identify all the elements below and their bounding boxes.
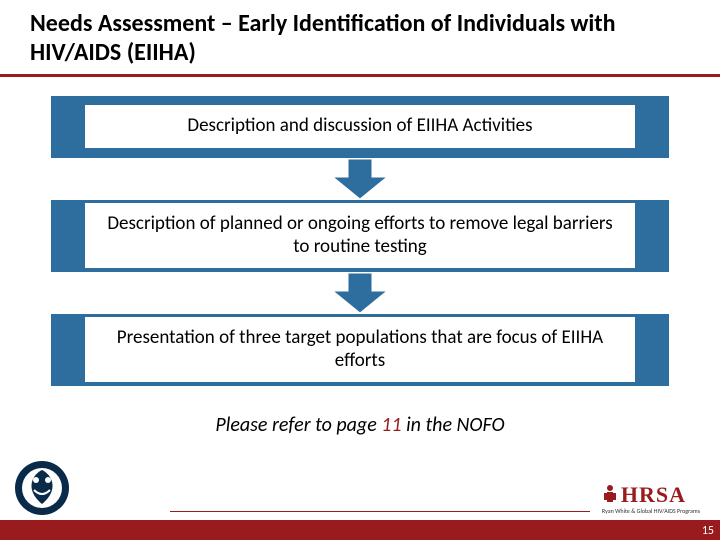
flow-box-2: Description of planned or ongoing effort… — [50, 199, 670, 273]
hrsa-label: HRSA — [621, 482, 686, 508]
footer-prefix: Please refer to page — [215, 413, 381, 437]
footer-suffix: in the NOFO — [402, 413, 505, 437]
hhs-logo — [14, 460, 70, 516]
footer-thin-line — [170, 511, 590, 513]
flow-arrow-2 — [50, 273, 670, 313]
person-icon — [602, 484, 618, 506]
flow-box-1: Description and discussion of EIIHA Acti… — [50, 95, 670, 159]
flow-box-3: Presentation of three target populations… — [50, 313, 670, 387]
hrsa-logo: HRSA Ryan White & Global HIV/AIDS Progra… — [596, 480, 706, 516]
footer-bar — [0, 520, 720, 540]
footer-page-number: 11 — [381, 413, 401, 437]
flow-box-3-text: Presentation of three target populations… — [85, 317, 635, 383]
flow-arrow-1 — [50, 159, 670, 199]
slide-title: Needs Assessment – Early Identification … — [0, 0, 720, 74]
flow-box-2-text: Description of planned or ongoing effort… — [85, 203, 635, 269]
flow-diagram: Description and discussion of EIIHA Acti… — [50, 95, 670, 387]
footer-note: Please refer to page 11 in the NOFO — [0, 413, 720, 437]
title-underline — [0, 74, 720, 77]
hrsa-sublabel: Ryan White & Global HIV/AIDS Programs — [602, 508, 700, 514]
flow-box-1-text: Description and discussion of EIIHA Acti… — [85, 105, 635, 148]
slide-number: 15 — [702, 524, 714, 538]
